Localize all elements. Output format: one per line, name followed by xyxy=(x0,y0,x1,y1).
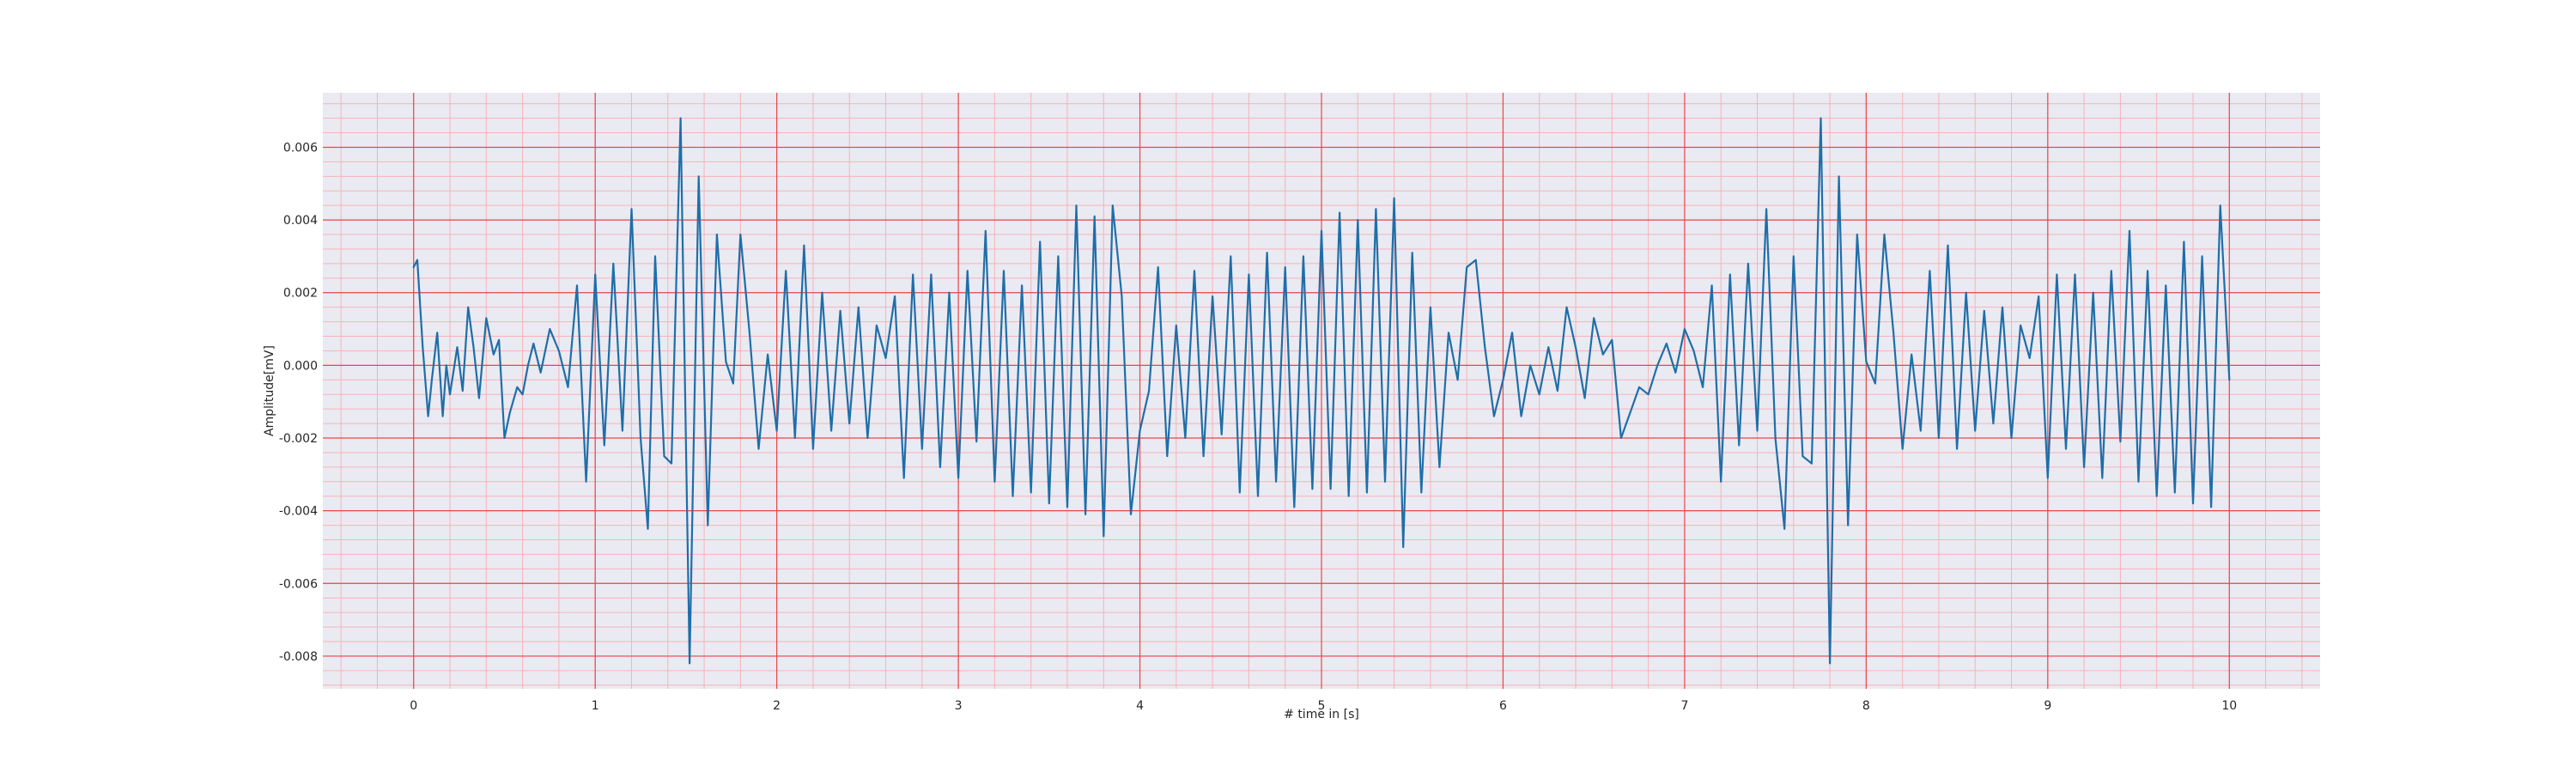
x-tick-label: 9 xyxy=(2044,699,2051,713)
y-tick-label: 0.006 xyxy=(283,141,318,155)
x-tick-label: 10 xyxy=(2221,699,2237,713)
y-tick-label: -0.002 xyxy=(279,432,318,446)
x-tick-labels: 0 1 2 3 4 5 6 7 8 9 10 xyxy=(410,699,2237,713)
y-tick-label: 0.002 xyxy=(283,287,318,301)
y-axis-label: Amplitude[mV] xyxy=(263,345,276,436)
major-grid xyxy=(323,93,2320,689)
y-tick-labels: -0.008 -0.006 -0.004 -0.002 0.000 0.002 0.004 0… xyxy=(279,141,318,663)
x-tick-label: 7 xyxy=(1680,699,1688,713)
x-axis-label: # time in [s] xyxy=(1284,708,1359,721)
y-tick-label: -0.004 xyxy=(279,505,318,519)
y-tick-label: -0.008 xyxy=(279,650,318,664)
x-tick-label: 1 xyxy=(592,699,599,713)
x-tick-label: 0 xyxy=(410,699,417,713)
x-tick-label: 3 xyxy=(955,699,963,713)
y-tick-label: 0.004 xyxy=(283,214,318,228)
y-tick-label: 0.000 xyxy=(283,359,318,373)
x-tick-label: 8 xyxy=(1862,699,1870,713)
x-tick-label: 4 xyxy=(1136,699,1144,713)
series-line xyxy=(412,117,2231,665)
x-tick-label: 5 xyxy=(1318,699,1326,713)
x-tick-label: 6 xyxy=(1499,699,1507,713)
x-tick-label: 2 xyxy=(773,699,781,713)
y-tick-label: -0.006 xyxy=(279,577,318,591)
